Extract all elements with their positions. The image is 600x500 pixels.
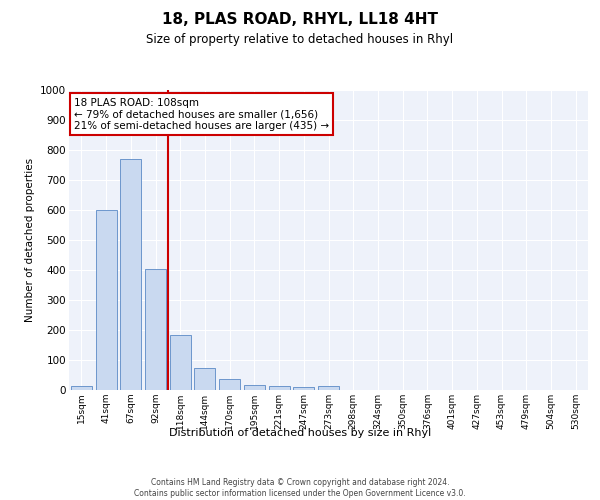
- Bar: [194, 368, 215, 390]
- Bar: [318, 386, 339, 390]
- Bar: [170, 334, 191, 390]
- Text: Size of property relative to detached houses in Rhyl: Size of property relative to detached ho…: [146, 32, 454, 46]
- Bar: [244, 384, 265, 390]
- Text: 18, PLAS ROAD, RHYL, LL18 4HT: 18, PLAS ROAD, RHYL, LL18 4HT: [162, 12, 438, 28]
- Text: Contains HM Land Registry data © Crown copyright and database right 2024.
Contai: Contains HM Land Registry data © Crown c…: [134, 478, 466, 498]
- Bar: [95, 210, 116, 390]
- Y-axis label: Number of detached properties: Number of detached properties: [25, 158, 35, 322]
- Bar: [219, 378, 240, 390]
- Text: 18 PLAS ROAD: 108sqm
← 79% of detached houses are smaller (1,656)
21% of semi-de: 18 PLAS ROAD: 108sqm ← 79% of detached h…: [74, 98, 329, 130]
- Bar: [145, 268, 166, 390]
- Bar: [293, 387, 314, 390]
- Bar: [120, 159, 141, 390]
- Bar: [71, 386, 92, 390]
- Bar: [269, 386, 290, 390]
- Text: Distribution of detached houses by size in Rhyl: Distribution of detached houses by size …: [169, 428, 431, 438]
